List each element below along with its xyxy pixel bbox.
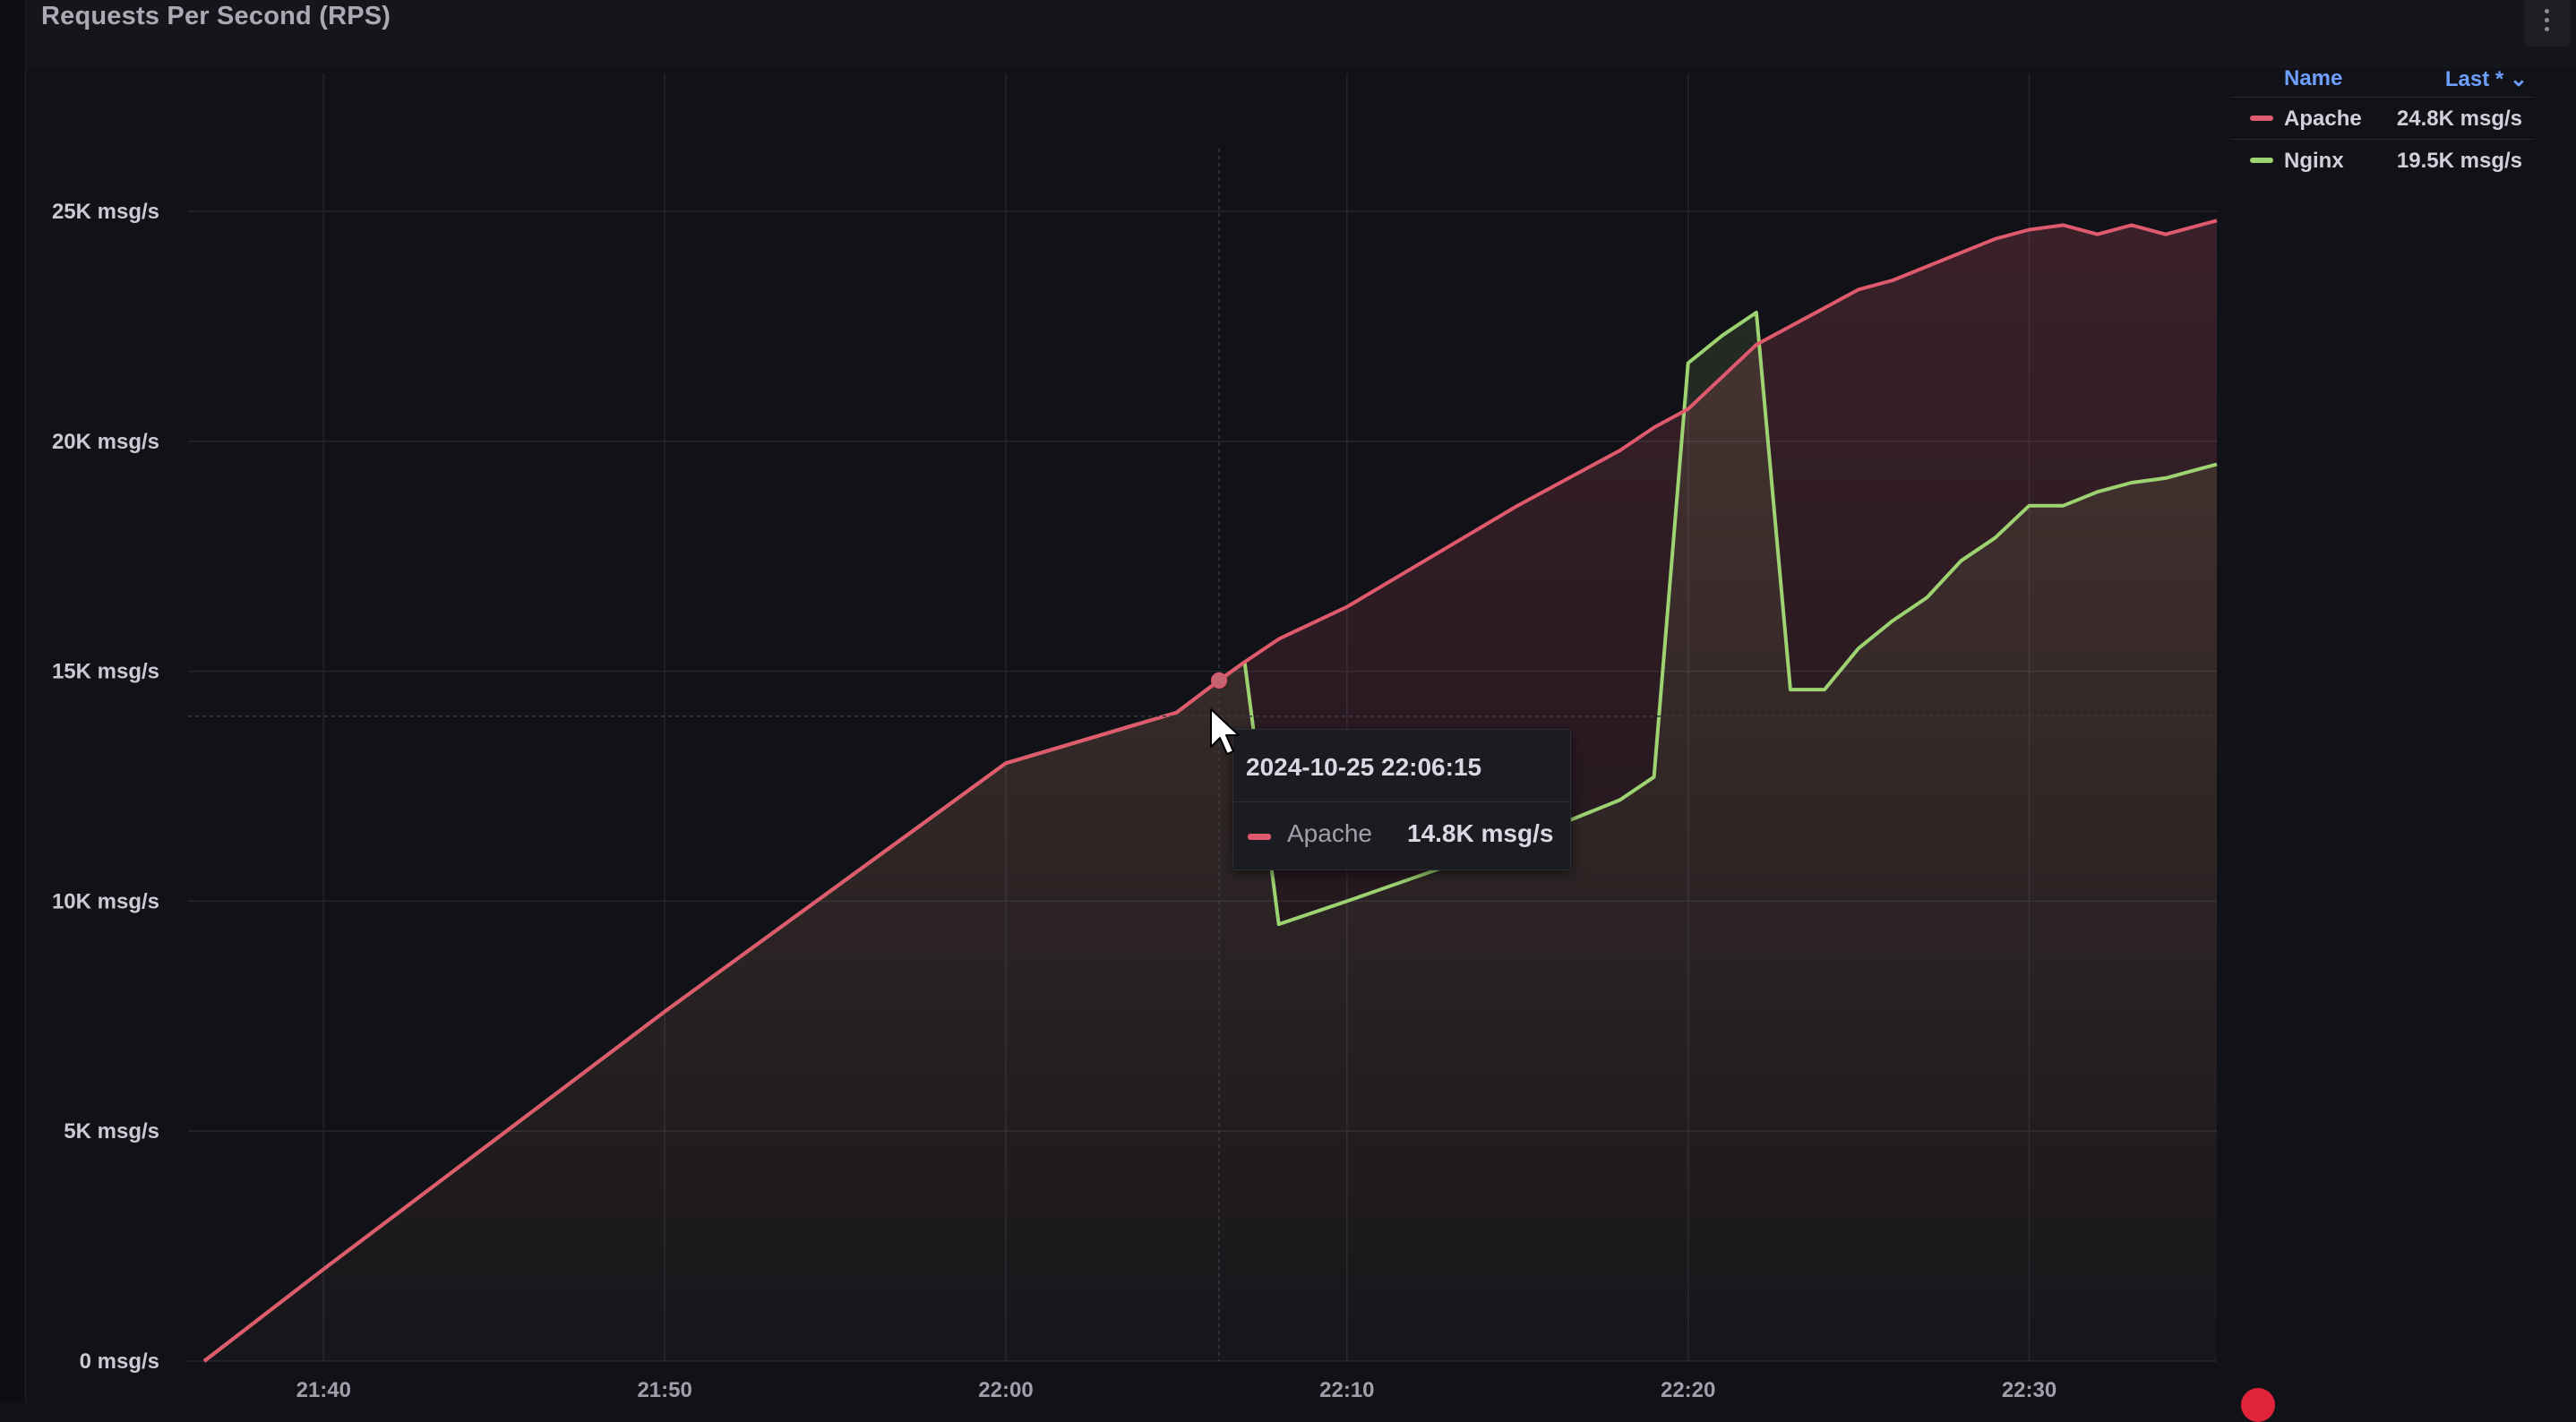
- x-tick-label: 22:30: [2002, 1378, 2057, 1402]
- y-tick-label: 5K msg/s: [64, 1119, 159, 1144]
- y-tick-label: 15K msg/s: [52, 660, 159, 684]
- kebab-menu-icon[interactable]: [2524, 0, 2571, 47]
- x-tick-label: 21:50: [637, 1378, 691, 1402]
- panel-title: Requests Per Second (RPS): [41, 2, 391, 30]
- legend-swatch-nginx: [2250, 158, 2273, 163]
- recording-indicator-icon: [2241, 1388, 2275, 1422]
- tooltip-divider: [1233, 801, 1570, 802]
- tooltip-swatch: [1248, 834, 1271, 840]
- tooltip-timestamp: 2024-10-25 22:06:15: [1246, 753, 1482, 781]
- legend-series-name: Nginx: [2284, 149, 2344, 173]
- y-tick-label: 25K msg/s: [52, 200, 159, 224]
- x-tick-label: 22:00: [978, 1378, 1033, 1402]
- legend-name-header[interactable]: Name: [2284, 66, 2343, 90]
- y-tick-label: 20K msg/s: [52, 430, 159, 454]
- legend-swatch-apache: [2250, 116, 2273, 121]
- hover-tooltip: 2024-10-25 22:06:15 Apache 14.8K msg/s: [1232, 729, 1571, 870]
- y-tick-label: 10K msg/s: [52, 889, 159, 913]
- legend-series-last: 24.8K msg/s: [2396, 107, 2522, 131]
- tooltip-series-name: Apache: [1287, 819, 1372, 847]
- x-tick-label: 22:10: [1319, 1378, 1374, 1402]
- legend-series-last: 19.5K msg/s: [2396, 149, 2522, 173]
- tooltip-series-value: 14.8K msg/s: [1407, 819, 1554, 847]
- panel-header: Requests Per Second (RPS): [0, 0, 2576, 68]
- legend-row-apache[interactable]: Apache 24.8K msg/s: [2230, 97, 2535, 139]
- series-area-apache: [204, 220, 2217, 1361]
- legend-table: Name Last * ⌄ Apache 24.8K msg/s Nginx 1…: [2230, 61, 2535, 181]
- series-line-apache[interactable]: [202, 218, 2218, 1363]
- x-tick-label: 21:40: [296, 1378, 351, 1402]
- left-edge-border: [0, 0, 26, 1402]
- legend-series-name: Apache: [2284, 107, 2362, 131]
- legend-row-nginx[interactable]: Nginx 19.5K msg/s: [2230, 139, 2535, 181]
- legend-header: Name Last * ⌄: [2230, 61, 2535, 97]
- y-tick-label: 0 msg/s: [80, 1349, 159, 1374]
- legend-last-sort-header[interactable]: Last * ⌄: [2444, 67, 2528, 91]
- hover-point: [1211, 672, 1228, 689]
- x-tick-label: 22:20: [1661, 1378, 1715, 1402]
- mouse-pointer-icon: [1210, 708, 1240, 755]
